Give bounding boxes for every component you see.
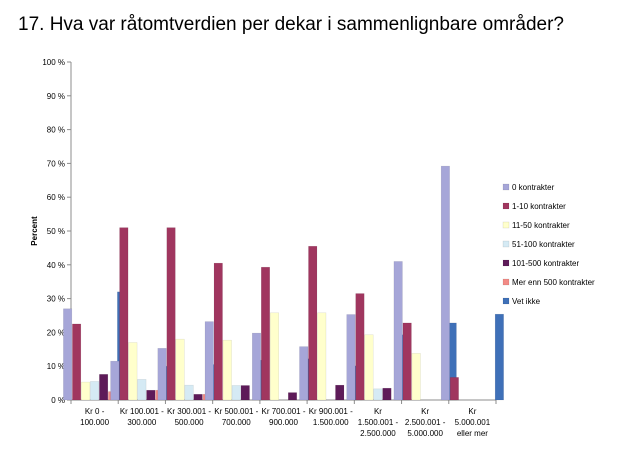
legend-swatch — [502, 221, 510, 229]
x-tick-label: 1.500.000 — [313, 418, 349, 427]
x-tick-label: 500.000 — [175, 418, 204, 427]
bar — [346, 314, 356, 401]
x-tick-label: 300.000 — [127, 418, 156, 427]
legend-swatch — [502, 297, 510, 305]
y-tick-label: 50 % — [47, 227, 65, 236]
bar — [393, 261, 403, 401]
legend-swatch — [502, 183, 510, 191]
bar — [166, 227, 176, 401]
chart-title: 17. Hva var råtomtverdien per dekar i sa… — [18, 14, 564, 35]
bar — [110, 360, 120, 401]
y-axis-label: Percent — [30, 216, 39, 246]
bar — [137, 379, 147, 401]
bar — [231, 385, 241, 401]
bar — [204, 321, 214, 401]
x-tick-label: Kr 500.001 - — [214, 407, 258, 416]
bar — [308, 245, 318, 401]
bar — [494, 313, 504, 401]
x-tick-label: Kr — [468, 407, 476, 416]
bar — [99, 374, 109, 401]
legend-entry: 101-500 kontrakter — [512, 259, 579, 268]
bar — [90, 381, 100, 401]
x-tick-label: 2.500.000 — [360, 429, 396, 438]
bar — [193, 394, 203, 401]
y-tick-label: 80 % — [47, 126, 65, 135]
bar — [440, 165, 450, 401]
legend-entry: 0 kontrakter — [512, 183, 555, 192]
bar — [288, 392, 297, 401]
bar — [402, 322, 412, 401]
bar — [175, 338, 185, 401]
x-tick-label: Kr — [421, 407, 429, 416]
bar — [382, 387, 392, 401]
legend-swatch — [502, 240, 510, 248]
legend-entry: 11-50 kontrakter — [512, 221, 570, 230]
bar — [299, 346, 309, 401]
bar — [146, 389, 156, 401]
x-tick-label: Kr — [374, 407, 382, 416]
bar — [184, 384, 194, 401]
bar — [317, 312, 327, 401]
bar — [72, 323, 82, 401]
legend-entry: Mer enn 500 kontrakter — [512, 278, 595, 287]
bar — [411, 353, 421, 401]
bar — [157, 348, 167, 401]
bar — [355, 293, 365, 401]
x-tick-label: 2.500.001 - — [405, 418, 446, 427]
y-tick-label: 10 % — [47, 362, 65, 371]
x-tick-label: Kr 0 - — [85, 407, 105, 416]
y-tick-label: 30 % — [47, 295, 65, 304]
y-tick-label: 90 % — [47, 92, 65, 101]
x-tick-label: 5.000.001 — [455, 418, 491, 427]
y-tick-label: 70 % — [47, 159, 65, 168]
x-tick-label: Kr 700.001 - — [261, 407, 305, 416]
bar — [364, 334, 374, 401]
x-tick-label: 700.000 — [222, 418, 251, 427]
bar — [222, 339, 232, 401]
y-tick-label: 0 % — [51, 396, 65, 405]
x-tick-label: 5.000.000 — [407, 429, 443, 438]
legend-entry: Vet ikke — [512, 297, 541, 306]
legend-swatch — [502, 259, 510, 267]
legend-entry: 1-10 kontrakter — [512, 202, 566, 211]
x-tick-label: eller mer — [457, 429, 488, 438]
x-tick-label: 1.500.001 - — [358, 418, 399, 427]
bar — [81, 381, 91, 401]
x-tick-label: 900.000 — [269, 418, 298, 427]
y-tick-label: 100 % — [42, 58, 65, 67]
x-tick-label: Kr 300.001 - — [167, 407, 211, 416]
y-tick-label: 20 % — [47, 328, 65, 337]
x-tick-label: 100.000 — [80, 418, 109, 427]
bar — [119, 227, 129, 401]
bar — [252, 332, 261, 401]
legend-swatch — [502, 278, 510, 286]
bar — [335, 384, 345, 401]
legend-swatch — [502, 202, 510, 210]
bar — [261, 266, 270, 401]
bar — [63, 308, 73, 401]
bar — [240, 385, 250, 401]
y-tick-label: 40 % — [47, 261, 65, 270]
bar — [449, 377, 459, 401]
x-tick-label: Kr 900.001 - — [309, 407, 353, 416]
legend-entry: 51-100 kontrakter — [512, 240, 575, 249]
bar — [373, 388, 383, 401]
x-tick-label: Kr 100.001 - — [120, 407, 164, 416]
bar — [128, 342, 138, 401]
bar — [270, 312, 279, 401]
y-tick-label: 60 % — [47, 193, 65, 202]
bar — [213, 262, 223, 401]
